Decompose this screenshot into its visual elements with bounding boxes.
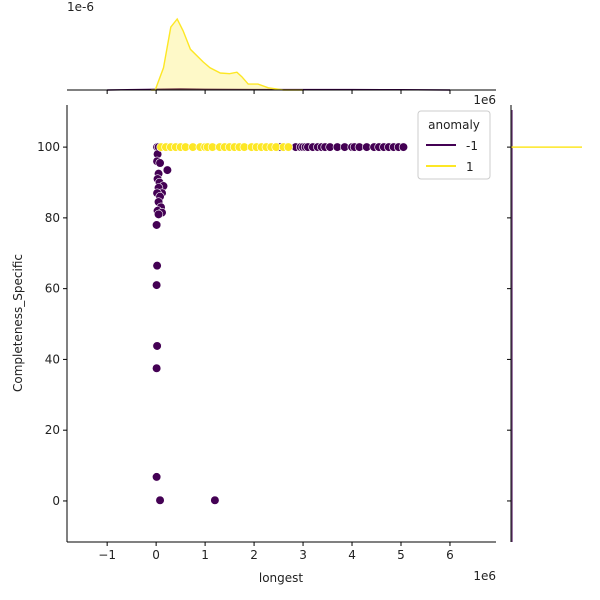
x-tick-label: −1 [98,548,116,562]
legend: anomaly -1 1 [417,110,491,180]
top-marginal-offset-label: 1e-6 [67,0,94,14]
x-offset-label-top: 1e6 [473,93,496,107]
y-tick-label: 80 [45,211,60,225]
scatter-point--1 [210,495,220,505]
x-offset-label: 1e6 [473,569,496,583]
kde-fill-1 [151,19,304,90]
x-tick-label: 3 [299,548,307,562]
x-tick-label: 2 [250,548,258,562]
scatter-point--1 [398,142,409,152]
y-axis-label: Completeness_Specific [11,254,25,392]
x-tick-label: 0 [152,548,160,562]
x-tick-label: 6 [446,548,454,562]
legend-title: anomaly [428,118,480,132]
y-tick-label: 40 [45,352,60,366]
x-tick-label: 1 [201,548,209,562]
scatter-point--1 [152,261,162,271]
legend-label: 1 [466,160,474,174]
y-tick-label: 0 [52,494,60,508]
x-tick-label: 4 [348,548,356,562]
x-tick-label: 5 [397,548,405,562]
y-tick-label: 60 [45,282,60,296]
kde-line-1 [151,17,303,91]
scatter-point--1 [155,495,165,505]
scatter-point--1 [152,341,162,351]
y-tick-label: 100 [37,140,60,154]
scatter-point-1 [283,142,293,152]
scatter-point--1 [155,158,165,168]
scatter-point--1 [152,220,162,230]
scatter-point--1 [152,472,162,482]
y-tick-label: 20 [45,423,60,437]
scatter-point--1 [152,363,162,373]
scatter-point--1 [162,165,172,175]
scatter-point--1 [153,209,164,219]
legend-label: -1 [466,139,478,153]
scatter-point--1 [152,280,162,290]
x-axis-label: longest [259,571,304,585]
